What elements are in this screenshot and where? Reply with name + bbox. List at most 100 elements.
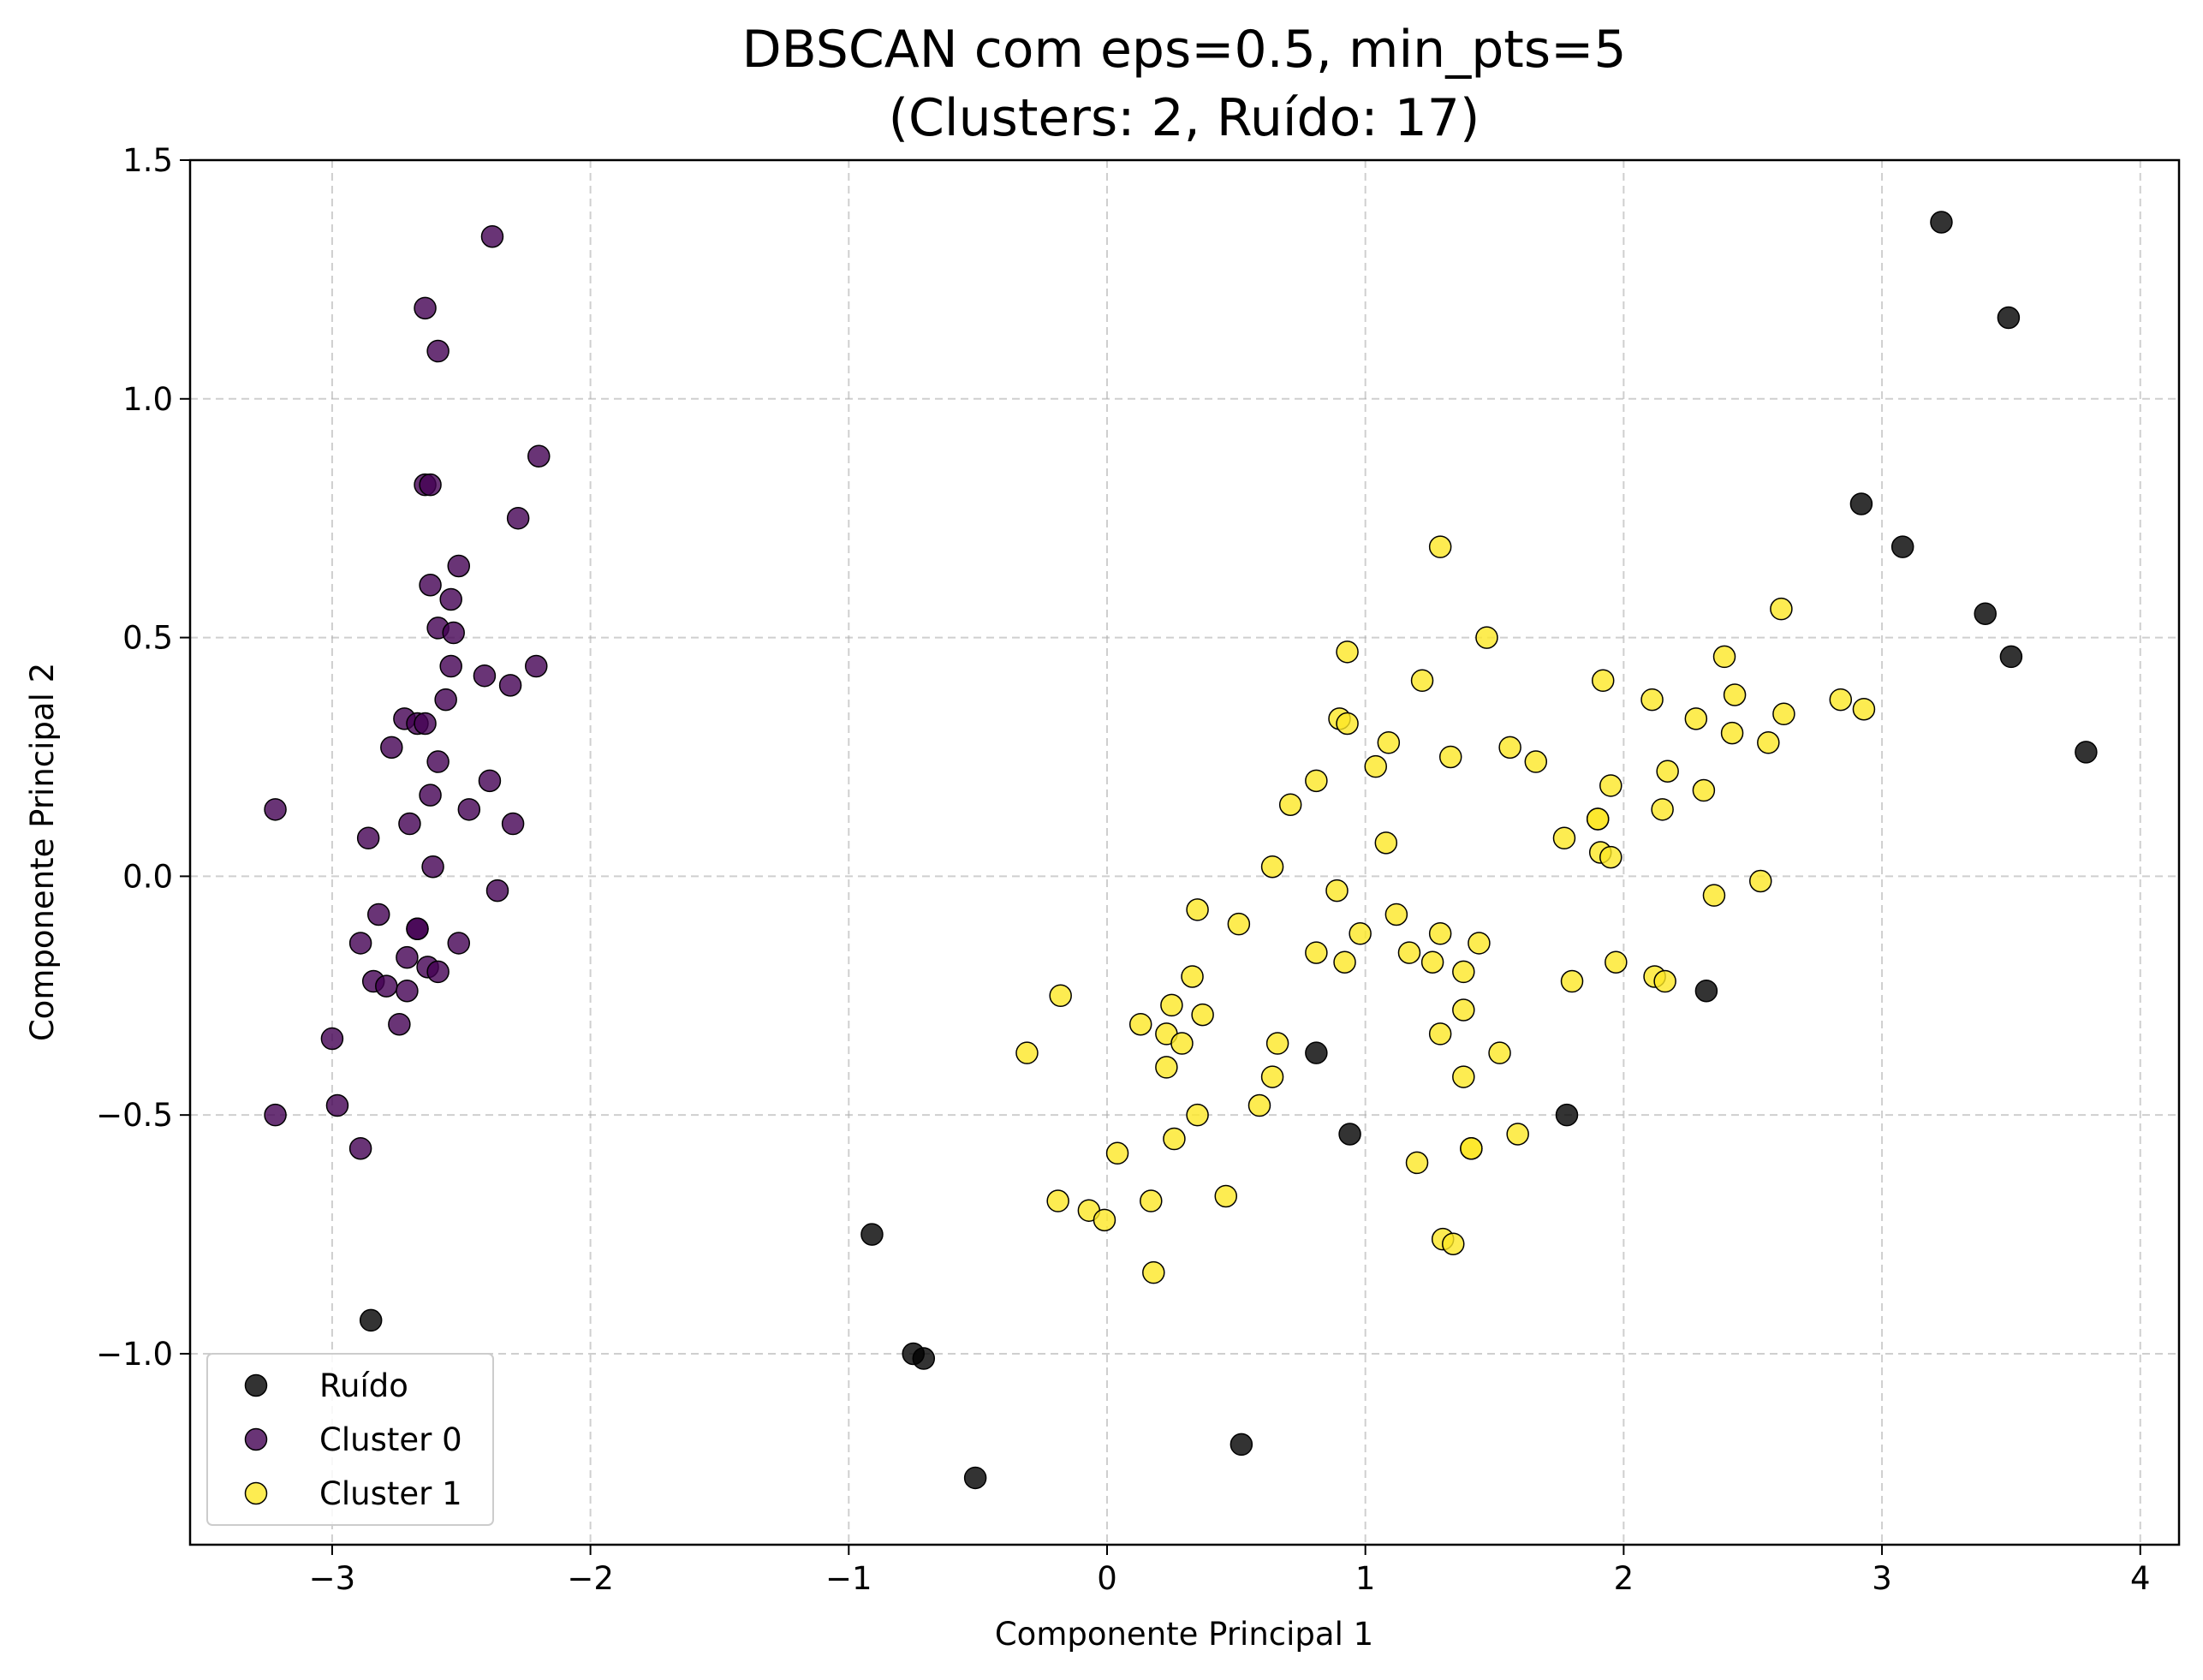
data-point [1770, 597, 1793, 621]
data-point [1997, 306, 2021, 330]
data-point [478, 769, 502, 793]
data-point [396, 979, 419, 1003]
data-point [1049, 984, 1072, 1008]
data-point [348, 1136, 372, 1160]
data-point [426, 960, 450, 984]
data-point [1428, 922, 1452, 945]
data-points [264, 211, 2098, 1490]
data-point [439, 587, 462, 611]
data-point [1452, 1065, 1475, 1088]
legend-box [206, 1353, 494, 1526]
data-point [480, 224, 504, 248]
y-tick-label: 1.0 [122, 381, 173, 418]
data-point [1093, 1208, 1116, 1232]
data-point [1586, 807, 1610, 831]
data-point [1260, 855, 1284, 879]
data-point [1325, 879, 1349, 903]
data-point [1849, 492, 1873, 515]
data-point [963, 1466, 987, 1490]
data-point [525, 654, 548, 678]
data-point [356, 826, 380, 850]
data-point [426, 750, 450, 773]
data-point [1852, 697, 1876, 721]
data-point [426, 339, 450, 363]
data-point [434, 688, 457, 712]
data-point [1338, 1123, 1361, 1146]
data-point [414, 296, 437, 320]
data-point [264, 798, 287, 821]
y-tick-label: 0.5 [122, 620, 173, 657]
x-tick-label: 4 [2130, 1560, 2151, 1597]
data-point [348, 932, 372, 955]
data-point [1591, 669, 1615, 693]
data-point [1475, 626, 1498, 649]
data-point [1046, 1189, 1069, 1212]
data-point [1230, 1433, 1253, 1457]
data-point [1506, 1123, 1529, 1146]
x-tick-label: 0 [1097, 1560, 1117, 1597]
data-point [419, 783, 442, 807]
x-tick-label: 2 [1614, 1560, 1634, 1597]
data-point [1890, 535, 1914, 558]
data-point [1336, 640, 1359, 664]
data-point [1227, 912, 1251, 936]
x-tick-label: −1 [825, 1560, 872, 1597]
data-point [1015, 1041, 1039, 1064]
data-point [1684, 707, 1708, 730]
data-point [1460, 1136, 1483, 1160]
legend-label: Cluster 1 [319, 1475, 462, 1512]
data-point [1999, 645, 2023, 669]
data-point [1160, 993, 1183, 1017]
data-point [447, 554, 471, 578]
data-point [1186, 898, 1209, 921]
data-point [1651, 798, 1674, 821]
data-point [1694, 979, 1718, 1003]
legend-marker [244, 1427, 268, 1451]
data-point [1702, 884, 1726, 907]
data-point [1560, 969, 1584, 993]
data-point [320, 1027, 344, 1051]
data-point [1336, 712, 1359, 736]
legend-marker [244, 1373, 268, 1397]
y-axis-label: Componente Principal 2 [24, 663, 61, 1041]
data-point [439, 654, 462, 678]
data-point [1653, 969, 1676, 993]
data-point [1305, 941, 1328, 964]
data-point [1305, 1041, 1328, 1064]
data-point [1498, 736, 1521, 760]
data-point [1142, 1260, 1165, 1284]
data-point [1930, 211, 1953, 234]
data-point [1452, 960, 1475, 984]
data-point [1247, 1093, 1271, 1117]
data-point [1974, 602, 1997, 625]
data-point [485, 879, 509, 903]
y-tick-label: 0.0 [122, 858, 173, 895]
data-point [1605, 950, 1628, 974]
data-point [1692, 778, 1716, 802]
data-point [419, 473, 442, 497]
legend-label: Ruído [319, 1367, 408, 1404]
data-point [406, 917, 429, 940]
chart-title-line2: (Clusters: 2, Ruído: 17) [889, 88, 1480, 148]
data-point [1397, 941, 1421, 964]
data-point [1191, 1003, 1214, 1027]
data-point [1170, 1032, 1194, 1055]
data-point [359, 1308, 383, 1332]
data-point [380, 736, 403, 760]
data-point [506, 506, 530, 530]
data-point [1442, 1232, 1465, 1255]
legend-marker [244, 1481, 268, 1505]
data-point [1278, 793, 1302, 816]
data-point [501, 812, 525, 836]
data-point [860, 1223, 884, 1246]
data-point [398, 812, 421, 836]
data-point [1384, 903, 1408, 926]
data-point [1374, 831, 1398, 855]
legend-label: Cluster 0 [319, 1421, 462, 1458]
x-axis-label: Componente Principal 1 [995, 1616, 1373, 1653]
data-point [1599, 845, 1622, 869]
data-point [457, 798, 481, 821]
chart-title-line1: DBSCAN com eps=0.5, min_pts=5 [741, 20, 1626, 80]
y-tick-label: 1.5 [122, 142, 173, 179]
